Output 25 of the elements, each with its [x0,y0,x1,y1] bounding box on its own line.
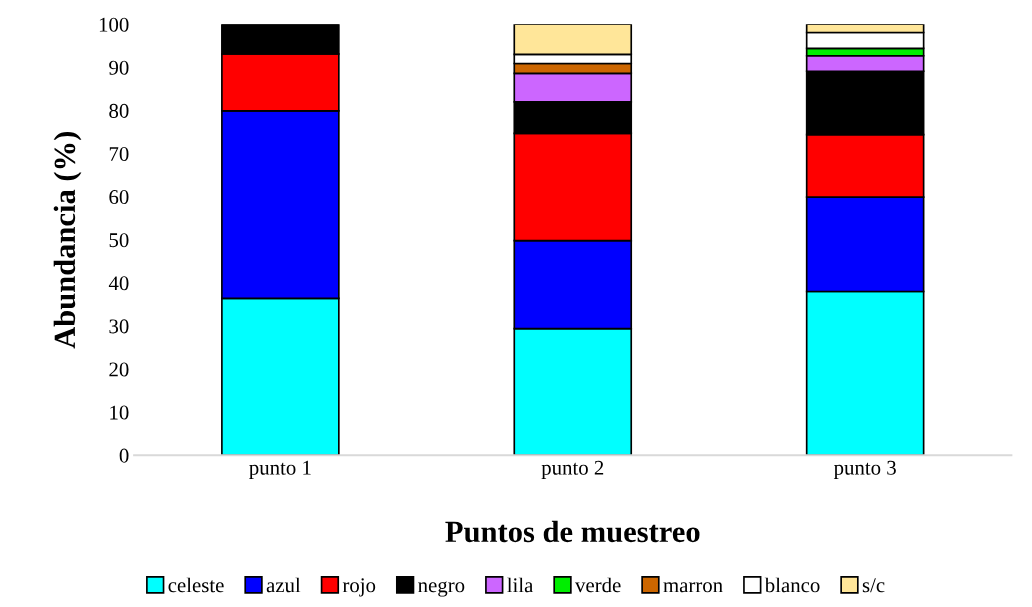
legend-label: blanco [764,577,820,593]
legend-label: celeste [168,577,224,593]
y-tick-label: 50 [109,233,129,248]
legend-label: rojo [342,578,376,597]
y-tick-label: 70 [109,146,129,161]
y-tick-label: 100 [99,17,129,32]
legend-label: azul [266,577,301,593]
x-axis-title: Puntos de muestreo [445,520,700,543]
x-tick-label: punto 3 [833,460,896,479]
y-tick-label: 30 [109,319,129,334]
y-tick-label: 40 [108,276,129,291]
y-tick-label: 20 [109,362,129,377]
y-tick-label: 80 [109,103,129,118]
legend-label: marron [663,582,723,593]
legend-label: s/c [862,578,885,593]
y-axis-title: Abundancia (%) [53,132,82,349]
y-tick-label: 0 [119,448,129,463]
legend-label: negro [418,581,465,597]
y-tick-label: 10 [110,405,129,420]
y-tick-label: 90 [109,60,129,75]
legend-label: lila [507,577,534,593]
legend-label: verde [575,577,621,593]
y-tick-label: 60 [109,190,129,205]
x-tick-label: punto 1 [249,460,311,479]
x-tick-label: punto 2 [541,460,604,479]
